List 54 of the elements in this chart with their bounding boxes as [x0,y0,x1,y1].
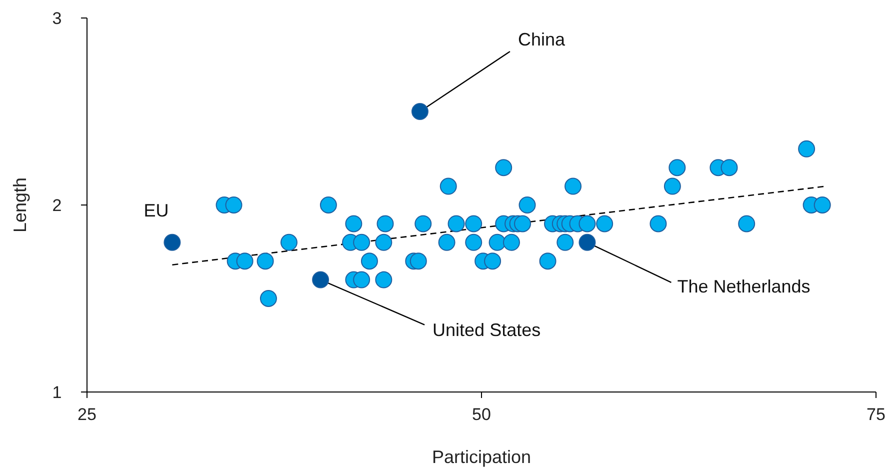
y-tick-label: 3 [52,9,62,28]
point [225,196,242,214]
point [738,215,756,232]
point [578,234,596,251]
point [465,215,482,232]
point [440,178,457,195]
point [502,234,520,251]
point [668,159,686,176]
y-axis-title: Length [10,177,30,233]
point [448,215,465,232]
annotation: United States [432,320,541,340]
x-tick-label: 75 [866,405,886,424]
point [495,159,512,176]
point [360,252,378,270]
x-tick-label: 50 [472,405,491,424]
point [320,196,337,214]
point [539,252,556,270]
point [312,271,330,288]
y-tick-label: 1 [52,383,62,402]
point [578,215,596,232]
point [411,103,428,120]
point [414,215,432,232]
annotation: EU [144,200,169,220]
point [488,234,506,251]
point [798,140,816,158]
point [438,234,456,251]
point [514,215,532,232]
annotation: China [518,30,566,50]
point [596,215,614,232]
point [353,271,370,288]
point [564,178,582,195]
point [164,234,181,251]
point [650,215,667,232]
y-tick-label: 2 [52,196,62,215]
point [260,290,277,307]
annotation: The Netherlands [677,276,810,296]
x-axis-title: Participation [432,447,532,467]
point [256,252,274,270]
point [375,271,392,288]
point [518,196,536,214]
point [814,196,831,214]
point [236,252,254,270]
point [376,215,394,232]
point [556,234,574,251]
point [720,159,738,176]
point [345,215,362,232]
point [465,234,482,251]
point [280,234,298,251]
point [664,178,681,195]
point [484,252,502,270]
point [375,234,392,251]
x-tick-label: 25 [78,405,96,424]
point [410,252,427,270]
point [353,234,370,251]
